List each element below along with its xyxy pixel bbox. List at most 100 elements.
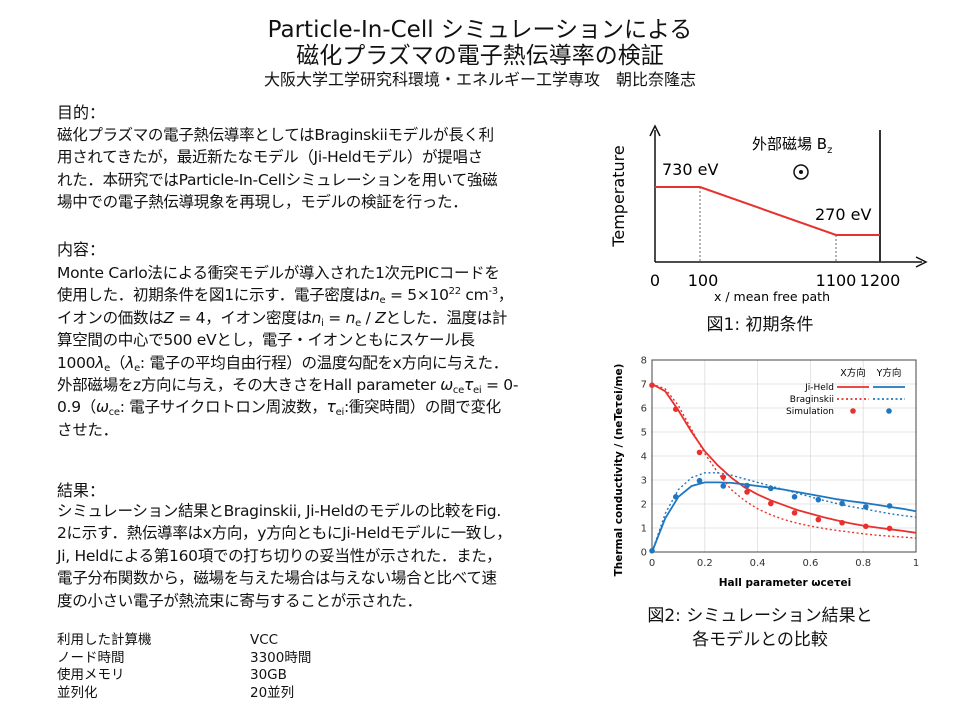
- text-run: 算空間の中心で500 eVとし，電子・イオンともにスケール長: [57, 331, 475, 350]
- text-i: λ: [125, 353, 135, 372]
- xtick: 0: [650, 271, 660, 290]
- xtick: 100: [688, 271, 719, 290]
- simulation-point: [768, 485, 774, 492]
- text-run: イオンの価数は: [57, 308, 164, 327]
- text-i: ω: [95, 398, 109, 417]
- text-line: 度の小さい電子が熱流束に寄与することが示された．: [57, 590, 612, 612]
- legend-label: Ji-Held: [804, 383, 834, 393]
- title-line-2: 磁化プラズマの電子熱伝導率の検証: [296, 43, 664, 69]
- figure1-diagram: Temperature 730 eV 270 eV 外部磁場 Bz 0 100 …: [609, 124, 928, 304]
- affiliation: 大阪大学工学研究科環境・エネルギー工学専攻 朝比奈隆志: [263, 70, 696, 89]
- xtick-label: 0.8: [855, 558, 871, 569]
- legend-swatch: [886, 408, 892, 414]
- ytick-label: 5: [641, 428, 647, 439]
- text-line: シミュレーション結果とBraginskii, Ji-Heldのモデルの比較をFi…: [57, 500, 612, 522]
- series-line: [651, 383, 917, 539]
- text-run: とした．温度は計: [385, 308, 508, 327]
- text-run: 場中での電子熱伝導現象を再現し，モデルの検証を行った．: [57, 193, 468, 212]
- simulation-point: [839, 500, 845, 507]
- spec-key: 並列化: [57, 684, 98, 701]
- text-line: 2に示す．熱伝導率はx方向，y方向ともにJi-Heldモデルに一致し，: [57, 522, 612, 544]
- text-line: 電子分布関数から，磁場を与えた場合は与えない場合と比べて速: [57, 567, 612, 589]
- simulation-point: [696, 449, 703, 456]
- text-run: = 5×10: [385, 286, 449, 305]
- text-sub: ei: [335, 407, 345, 419]
- simulation-point: [815, 516, 822, 523]
- text-sub: ce: [452, 385, 464, 397]
- text-run: =: [323, 308, 346, 327]
- field-label-sub: z: [827, 145, 832, 156]
- compute-specs-table: 利用した計算機 VCC ノード時間 3300時間 使用メモリ 30GB 並列化 20並列: [57, 632, 311, 702]
- chart-xlabel: Hall parameter ωceτei: [719, 577, 852, 589]
- text-i: Z: [375, 308, 386, 327]
- figure1-xlabel: x / mean free path: [714, 289, 830, 304]
- ytick-label: 4: [641, 452, 647, 463]
- spec-value: 3300時間: [250, 649, 312, 666]
- temperature-profile: [655, 186, 880, 236]
- text-i: λ: [95, 353, 105, 372]
- text-i: n: [345, 308, 356, 327]
- spec-value: 30GB: [250, 667, 287, 683]
- legend-swatch: [850, 408, 856, 414]
- text-run: = 0-: [481, 376, 519, 395]
- simulation-point: [839, 519, 845, 526]
- spec-row: 使用メモリ 30GB: [57, 667, 311, 685]
- legend-label: Braginskii: [790, 395, 834, 405]
- xtick: 1100: [816, 271, 857, 290]
- simulation-point: [744, 482, 750, 489]
- series-line: [651, 472, 917, 553]
- xtick: 1200: [860, 271, 901, 290]
- text-line: イオンの価数はZ = 4，イオン密度はni = ne / Zとした．温度は計: [57, 307, 612, 329]
- legend-col-x: X方向: [840, 367, 866, 379]
- text-run: 使用した．初期条件を図1に示す．電子密度は: [57, 286, 370, 305]
- text-run: Ji, Heldによる第160項での打ち切りの妥当性が示された．また，: [57, 546, 502, 565]
- purpose-paragraph: 磁化プラズマの電子熱伝導率としてはBraginskiiモデルが長く利 用されてきた…: [57, 124, 612, 214]
- simulation-point: [815, 496, 822, 503]
- text-i: τ: [463, 376, 473, 395]
- simulation-point: [863, 504, 869, 510]
- results-paragraph: シミュレーション結果とBraginskii, Ji-Heldのモデルの比較をFi…: [57, 500, 612, 612]
- text-run: 0.9（: [57, 398, 96, 417]
- series-line: [651, 481, 917, 553]
- spec-row: 並列化 20並列: [57, 685, 311, 703]
- simulation-point: [649, 382, 655, 388]
- simulation-point: [672, 406, 679, 412]
- simulation-point: [791, 494, 798, 500]
- ytick-label: 8: [641, 356, 647, 367]
- text-line: 1000λe（λe: 電子の平均自由行程）の温度勾配をx方向に与えた．: [57, 352, 612, 374]
- text-line: 0.9（ωce: 電子サイクロトロン周波数，τei:衝突時間）の間で変化: [57, 396, 612, 418]
- ytick-label: 6: [641, 404, 647, 415]
- text-run: 磁化プラズマの電子熱伝導率としてはBraginskiiモデルが長く利: [57, 126, 494, 144]
- text-sub: i: [321, 317, 324, 329]
- figure2-chart: 0 1 2 3 4 5 6 7 8 0 0.2 0.4 0.6 0.8 1 X方向 Y方向 Ji-Held Brag…: [613, 356, 919, 590]
- text-line: 算空間の中心で500 eVとし，電子・イオンともにスケール長: [57, 329, 612, 351]
- text-run: Monte Carlo法による衝突モデルが導入された1次元PICコードを: [57, 264, 500, 282]
- text-run: : 電子サイクロトロン周波数，: [119, 398, 327, 417]
- simulation-point: [720, 483, 727, 489]
- simulation-point: [649, 548, 655, 554]
- xtick-label: 0.2: [697, 558, 713, 569]
- spec-row: 利用した計算機 VCC: [57, 632, 311, 650]
- field-label-text: 外部磁場 B: [752, 135, 827, 153]
- text-run: シミュレーション結果とBraginskii, Ji-Heldのモデルの比較をFi…: [57, 502, 501, 520]
- text-run: cm: [460, 286, 489, 305]
- xtick-label: 0.6: [802, 558, 818, 569]
- xtick-label: 0: [649, 558, 655, 569]
- spec-value: VCC: [250, 632, 279, 648]
- text-i: n: [311, 308, 322, 327]
- simulation-point: [696, 477, 703, 484]
- simulation-point: [672, 494, 679, 500]
- simulation-point: [886, 503, 893, 509]
- xtick-label: 1: [913, 558, 919, 569]
- x-axis-arrow-icon: [915, 256, 928, 268]
- text-run: 2に示す．熱伝導率はx方向，y方向ともにJi-Heldモデルに一致し，: [57, 524, 512, 543]
- text-i: n: [369, 286, 380, 305]
- ytick-label: 0: [641, 548, 647, 559]
- chart-ylabel: Thermal conductivity / (neTeτei/me): [613, 364, 625, 577]
- spec-key: 使用メモリ: [57, 667, 125, 683]
- text-run: :衝突時間）の間で変化: [343, 398, 501, 417]
- content-heading: 内容：: [57, 240, 106, 259]
- plot-frame: [651, 359, 917, 553]
- text-run: れた．本研究ではParticle-In-Cellシミュレーションを用いて強磁: [57, 170, 498, 189]
